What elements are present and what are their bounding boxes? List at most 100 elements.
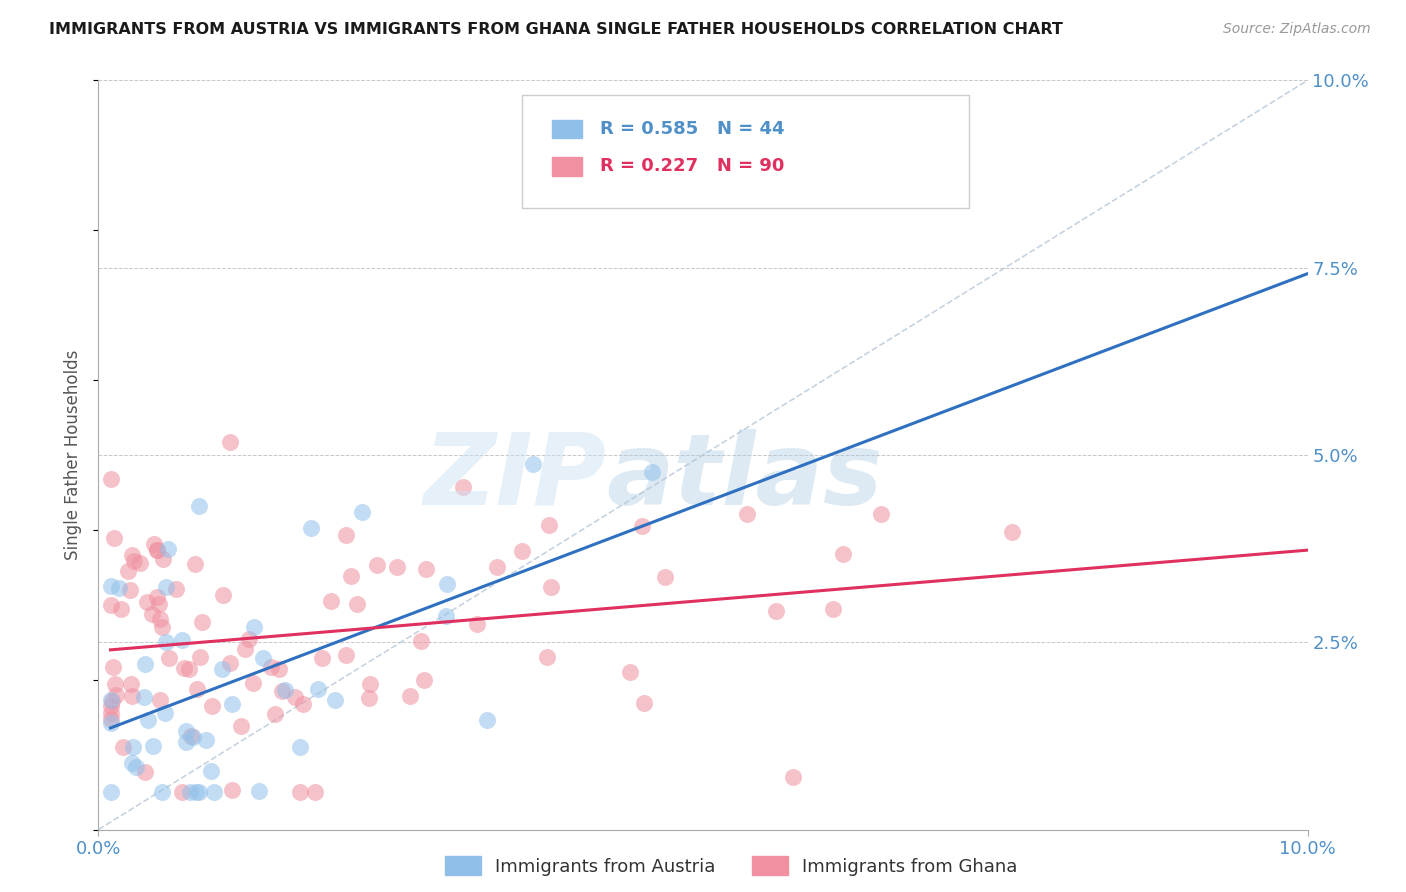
Point (290, 785, 312, 799)
Point (142, 739, 165, 754)
Point (202, 785, 225, 799)
Point (150, 785, 173, 799)
Point (172, 785, 194, 799)
Point (125, 760, 148, 774)
Point (165, 582, 187, 597)
Y-axis label: Single Father Households: Single Father Households (65, 350, 83, 560)
Point (180, 730, 202, 744)
Point (153, 706, 176, 720)
Legend: Immigrants from Austria, Immigrants from Ghana: Immigrants from Austria, Immigrants from… (437, 849, 1025, 883)
Point (104, 689, 127, 703)
Point (398, 690, 420, 704)
Point (284, 690, 307, 704)
Point (654, 569, 676, 583)
Point (485, 560, 508, 574)
Point (188, 785, 211, 799)
Point (319, 594, 342, 608)
Point (149, 692, 172, 706)
Point (291, 697, 314, 711)
Point (121, 689, 143, 703)
Point (735, 507, 758, 521)
Point (111, 739, 134, 754)
Point (243, 620, 266, 634)
Point (141, 607, 163, 622)
Point (194, 733, 217, 747)
Point (436, 577, 458, 591)
Point (270, 683, 292, 698)
Point (219, 434, 242, 449)
Point (172, 632, 194, 647)
Point (186, 785, 208, 799)
Point (238, 632, 260, 646)
Point (100, 712, 122, 726)
Point (288, 740, 311, 755)
Point (346, 597, 368, 611)
Point (146, 543, 169, 558)
Point (122, 554, 145, 568)
Point (537, 517, 560, 532)
Point (181, 730, 204, 744)
Point (218, 656, 240, 670)
Point (143, 536, 166, 550)
Point (359, 677, 381, 691)
Point (229, 719, 252, 733)
Point (1000, 524, 1022, 539)
Text: R = 0.585   N = 44: R = 0.585 N = 44 (600, 120, 785, 138)
Point (200, 699, 222, 714)
Point (117, 564, 139, 578)
Point (157, 651, 180, 665)
Point (221, 782, 243, 797)
Point (335, 528, 357, 542)
Point (510, 544, 533, 558)
Text: ZIP: ZIP (423, 429, 606, 526)
Point (359, 691, 381, 706)
Point (339, 568, 361, 582)
Point (323, 693, 346, 707)
Point (134, 657, 156, 672)
Point (100, 579, 122, 593)
Point (173, 660, 195, 674)
Point (136, 595, 159, 609)
Point (335, 648, 357, 663)
Point (148, 597, 170, 611)
Point (152, 552, 174, 566)
Point (100, 785, 122, 799)
Point (821, 602, 844, 616)
Point (475, 713, 498, 727)
Point (522, 458, 544, 472)
Point (146, 590, 169, 604)
Point (200, 764, 222, 779)
Point (412, 673, 434, 687)
Point (242, 676, 264, 690)
Point (352, 505, 374, 519)
Point (211, 662, 233, 676)
Point (831, 547, 853, 561)
Point (100, 472, 122, 486)
Point (120, 677, 142, 691)
Point (641, 465, 664, 479)
Point (465, 617, 488, 632)
Point (174, 735, 197, 749)
Point (122, 740, 145, 755)
Text: IMMIGRANTS FROM AUSTRIA VS IMMIGRANTS FROM GHANA SINGLE FATHER HOUSEHOLDS CORREL: IMMIGRANTS FROM AUSTRIA VS IMMIGRANTS FR… (49, 22, 1063, 37)
Point (149, 611, 172, 625)
Point (451, 480, 474, 494)
Point (146, 542, 169, 557)
Point (299, 520, 322, 534)
Point (221, 697, 243, 711)
Point (385, 560, 408, 574)
Point (267, 662, 290, 676)
Point (436, 609, 458, 624)
Point (132, 690, 155, 704)
Point (156, 542, 179, 557)
Point (100, 599, 122, 613)
Point (155, 581, 177, 595)
Point (631, 519, 654, 533)
Point (188, 650, 211, 665)
Point (104, 676, 127, 690)
FancyBboxPatch shape (522, 95, 969, 208)
Point (100, 698, 122, 713)
Point (120, 582, 142, 597)
Point (177, 662, 200, 676)
Point (252, 651, 274, 665)
